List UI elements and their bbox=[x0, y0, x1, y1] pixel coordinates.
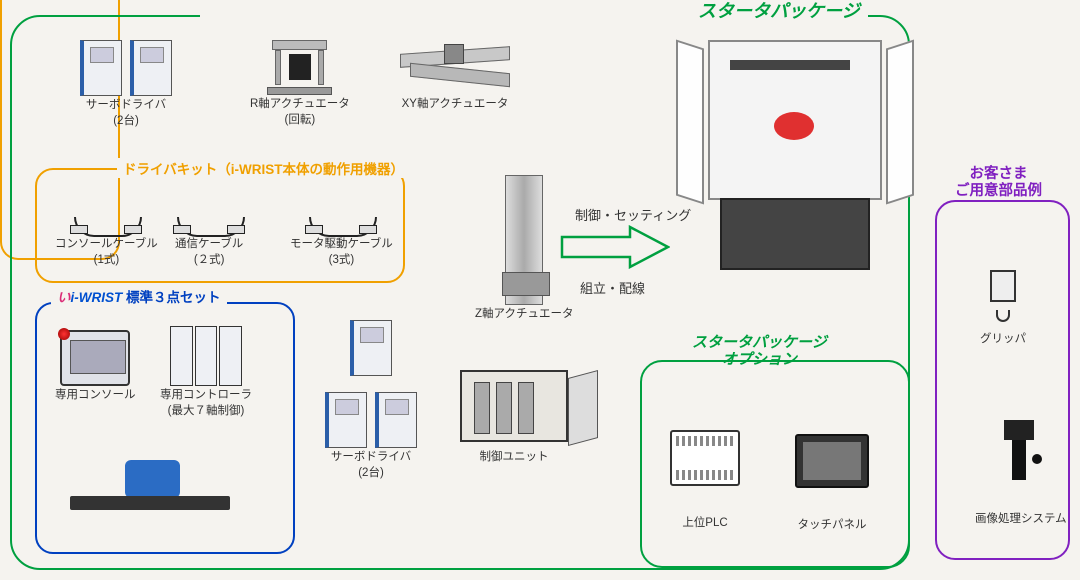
machine-icon bbox=[700, 40, 890, 270]
customer-title: お客さま ご用意部品例 bbox=[955, 166, 1042, 199]
servo-driver-icon bbox=[350, 320, 392, 376]
plc: 上位PLC bbox=[670, 430, 740, 530]
console-icon bbox=[60, 330, 130, 386]
z-actuator-icon bbox=[505, 175, 543, 305]
driver-kit-title: ドライバキット（i-WRIST本体の動作用機器） bbox=[117, 158, 410, 178]
servo-driver-icon bbox=[130, 40, 172, 96]
cable-icon bbox=[76, 195, 136, 235]
xy-actuator-label: XY軸アクチュエータ bbox=[400, 97, 510, 111]
dedicated-console: 専用コンソール bbox=[55, 330, 136, 402]
plc-icon bbox=[670, 430, 740, 486]
servo-driver-qty: (2台) bbox=[80, 114, 172, 128]
threeset-tag: 標準３点セット bbox=[126, 290, 221, 305]
touch-panel-label: タッチパネル bbox=[795, 518, 869, 532]
servo-driver-icon bbox=[80, 40, 122, 96]
assembled-machine bbox=[700, 40, 890, 270]
arrow-label-top: 制御・セッティング bbox=[575, 205, 691, 224]
gripper-icon bbox=[984, 270, 1022, 322]
robot-unit bbox=[70, 450, 230, 510]
comm-cable: 通信ケーブル (２式) bbox=[175, 195, 243, 268]
cable-icon bbox=[311, 195, 371, 235]
console-cable: コンソールケーブル (1式) bbox=[55, 195, 158, 268]
z-actuator-label: Z軸アクチュエータ bbox=[475, 307, 573, 321]
option-title: スタータパッケージ オプション bbox=[692, 334, 827, 369]
console-cable-qty: (1式) bbox=[55, 253, 158, 267]
z-actuator: Z軸アクチュエータ bbox=[475, 175, 573, 321]
customer-title-l1: お客さま bbox=[955, 166, 1042, 183]
robot-icon bbox=[70, 450, 230, 510]
motor-cable-label: モータ駆動ケーブル bbox=[290, 237, 393, 251]
servo-driver-bottom: サーボドライバ (2台) bbox=[325, 320, 417, 481]
xy-actuator: XY軸アクチュエータ bbox=[400, 40, 510, 111]
option-title-l1: スタータパッケージ bbox=[692, 334, 827, 351]
arrow-label-bottom: 組立・配線 bbox=[580, 278, 645, 297]
servo-driver-top: サーボドライバ (2台) bbox=[80, 40, 172, 129]
dedicated-controller: 専用コントローラ (最大７軸制御) bbox=[160, 326, 252, 419]
control-unit-label: 制御ユニット bbox=[460, 450, 568, 464]
cable-icon bbox=[179, 195, 239, 235]
r-actuator-label: R軸アクチュエータ bbox=[250, 97, 350, 111]
plc-label: 上位PLC bbox=[670, 516, 740, 530]
console-cable-label: コンソールケーブル bbox=[55, 237, 158, 251]
controller-label: 専用コントローラ bbox=[160, 388, 252, 402]
control-unit: 制御ユニット bbox=[460, 370, 568, 464]
gripper-label: グリッパ bbox=[980, 332, 1026, 346]
console-label: 専用コンソール bbox=[55, 388, 136, 402]
servo-driver-icon bbox=[325, 392, 367, 448]
vision-label: 画像処理システム bbox=[975, 512, 1067, 526]
servo-driver-icon bbox=[375, 392, 417, 448]
r-actuator-icon bbox=[267, 40, 332, 95]
touch-panel-icon bbox=[795, 434, 869, 488]
comm-cable-label: 通信ケーブル bbox=[175, 237, 243, 251]
customer-title-l2: ご用意部品例 bbox=[955, 183, 1042, 200]
servo-driver2-qty: (2台) bbox=[325, 466, 417, 480]
logo-brand: i-WRIST bbox=[71, 290, 123, 305]
servo-driver2-label: サーボドライバ bbox=[325, 450, 417, 464]
threeset-title: いi-WRIST 標準３点セット bbox=[51, 286, 227, 306]
motor-cable: モータ駆動ケーブル (3式) bbox=[290, 195, 393, 268]
control-unit-icon bbox=[460, 370, 568, 442]
gripper: グリッパ bbox=[980, 270, 1026, 346]
option-title-l2: オプション bbox=[692, 351, 827, 368]
touch-panel: タッチパネル bbox=[795, 434, 869, 532]
camera-icon bbox=[1002, 420, 1040, 488]
r-actuator: R軸アクチュエータ (回転) bbox=[250, 40, 350, 128]
motor-cable-qty: (3式) bbox=[290, 253, 393, 267]
comm-cable-qty: (２式) bbox=[175, 253, 243, 267]
logo-wave-icon: い bbox=[57, 290, 71, 305]
controller-sub: (最大７軸制御) bbox=[160, 404, 252, 418]
starter-package-title: スタータパッケージ bbox=[690, 0, 868, 23]
servo-driver-label: サーボドライバ bbox=[80, 98, 172, 112]
controller-icon bbox=[170, 326, 242, 386]
xy-actuator-icon bbox=[400, 40, 510, 95]
r-actuator-sub: (回転) bbox=[250, 113, 350, 127]
vision-system: 画像処理システム bbox=[975, 420, 1067, 526]
flow-arrow-icon bbox=[560, 225, 670, 269]
